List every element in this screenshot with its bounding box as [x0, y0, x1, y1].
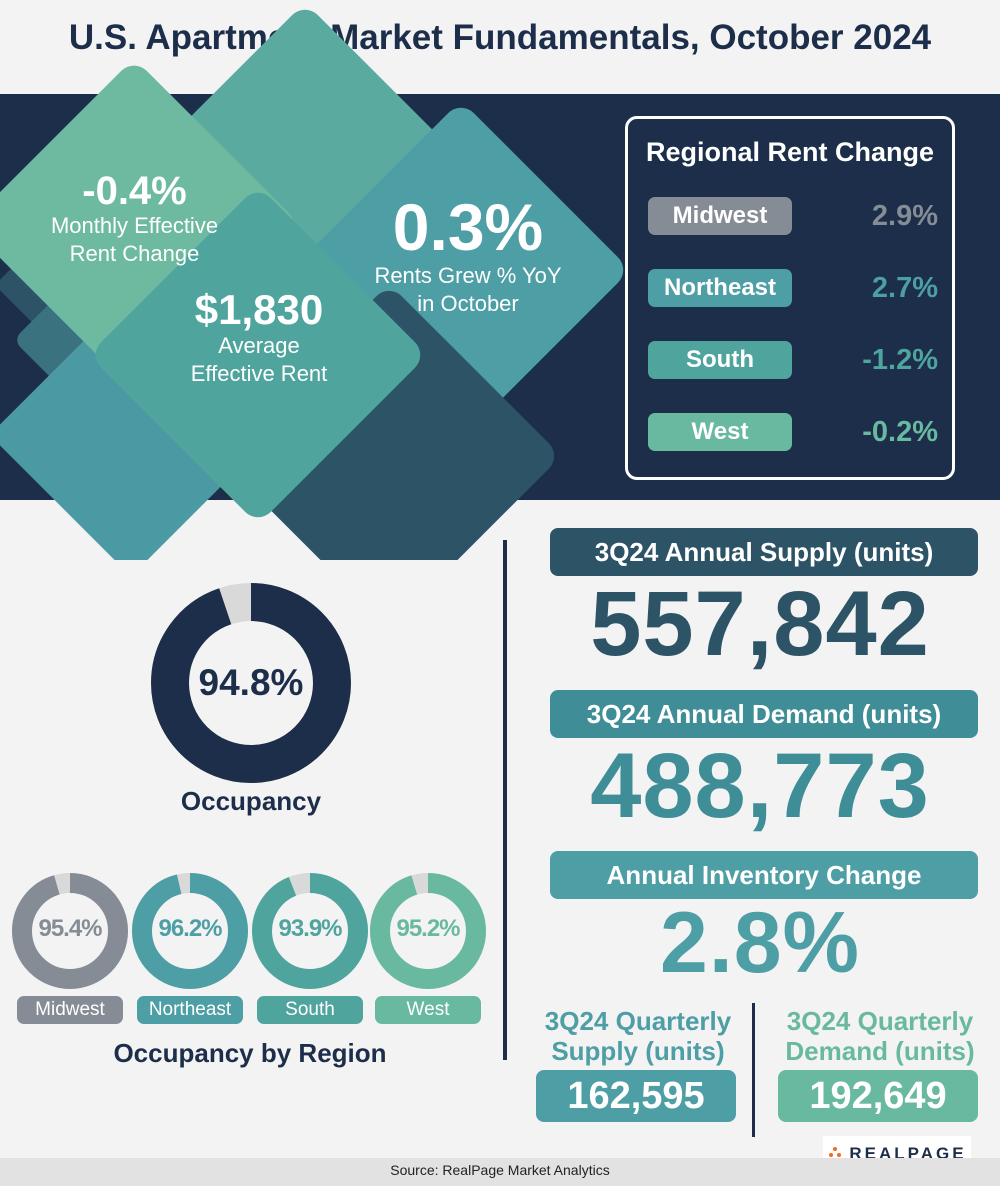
yoy-growth-value: 0.3%	[392, 190, 544, 264]
monthly-change-value: -0.4%	[82, 169, 187, 213]
region-value-south: -1.2%	[862, 344, 938, 376]
annual-supply-value: 557,842	[590, 573, 930, 675]
region-pill-south: South	[648, 341, 792, 379]
quarterly-divider	[752, 1003, 755, 1137]
donut-arc-south	[252, 873, 368, 989]
monthly-change-label-1: Monthly Effective	[50, 213, 219, 238]
occupancy-donut-midwest	[12, 873, 128, 989]
region-value-northeast: 2.7%	[871, 272, 938, 304]
average-rent-label-2: Effective Rent	[190, 361, 328, 386]
quarterly-supply-value: 162,595	[536, 1070, 736, 1122]
average-rent-label-1: Average	[218, 333, 300, 358]
yoy-growth-label-2: in October	[417, 291, 519, 316]
quarterly-demand-label: 3Q24 Quarterly Demand (units)	[762, 1006, 998, 1066]
inventory-change-header: Annual Inventory Change	[550, 851, 978, 899]
occupancy-label: Occupancy	[180, 786, 322, 816]
quarterly-supply-label: 3Q24 Quarterly Supply (units)	[520, 1006, 756, 1066]
quarterly-supply-label-1: 3Q24 Quarterly	[544, 1006, 732, 1036]
yoy-growth-stat: 0.3% Rents Grew % YoY in October	[353, 192, 583, 318]
page-title: U.S. Apartment Market Fundamentals, Octo…	[68, 18, 932, 57]
region-pill-northeast: Northeast	[648, 269, 792, 307]
column-divider	[503, 540, 507, 1060]
monthly-change-label-2: Rent Change	[69, 241, 200, 266]
regional-rent-panel: Regional Rent Change Midwest 2.9% Northe…	[625, 116, 955, 480]
occupancy-value-northeast: 96.2%	[158, 915, 222, 942]
region-pill-midwest: Midwest	[648, 197, 792, 235]
average-rent-value: $1,830	[194, 286, 324, 333]
monthly-change-stat: -0.4% Monthly Effective Rent Change	[22, 170, 247, 268]
occupancy-pill-west: West	[375, 996, 481, 1024]
quarterly-demand-label-2: Demand (units)	[785, 1036, 975, 1066]
region-value-west: -0.2%	[862, 416, 938, 448]
donut-arc-midwest	[12, 873, 128, 989]
occupancy-value-midwest: 95.4%	[38, 915, 102, 942]
occupancy-by-region-title: Occupancy by Region	[113, 1038, 387, 1068]
regional-rent-title: Regional Rent Change	[645, 137, 935, 167]
donut-arc-west	[370, 873, 486, 989]
regional-row-midwest: Midwest 2.9%	[648, 197, 938, 235]
quarterly-demand-label-1: 3Q24 Quarterly	[786, 1006, 974, 1036]
occupancy-donut	[151, 583, 351, 783]
donut-arc-northeast	[132, 873, 248, 989]
occupancy-pill-northeast: Northeast	[137, 996, 243, 1024]
regional-row-south: South -1.2%	[648, 341, 938, 379]
regional-row-northeast: Northeast 2.7%	[648, 269, 938, 307]
occupancy-donut-northeast	[132, 873, 248, 989]
quarterly-demand-value: 192,649	[778, 1070, 978, 1122]
yoy-growth-label-1: Rents Grew % YoY	[374, 263, 562, 288]
occupancy-donut-south	[252, 873, 368, 989]
annual-supply-header: 3Q24 Annual Supply (units)	[550, 528, 978, 576]
occupancy-value: 94.8%	[198, 662, 304, 703]
region-value-midwest: 2.9%	[871, 200, 938, 232]
inventory-change-value: 2.8%	[659, 895, 861, 991]
average-rent-stat: $1,830 Average Effective Rent	[148, 288, 370, 388]
source-footer: Source: RealPage Market Analytics	[0, 1158, 1000, 1186]
occupancy-pill-midwest: Midwest	[17, 996, 123, 1024]
occupancy-value-south: 93.9%	[278, 915, 342, 942]
occupancy-donut-west	[370, 873, 486, 989]
region-pill-west: West	[648, 413, 792, 451]
regional-row-west: West -0.2%	[648, 413, 938, 451]
annual-demand-header: 3Q24 Annual Demand (units)	[550, 690, 978, 738]
occupancy-donut-arc	[151, 583, 351, 783]
occupancy-value-west: 95.2%	[396, 915, 460, 942]
annual-demand-value: 488,773	[590, 735, 930, 837]
quarterly-supply-label-2: Supply (units)	[551, 1036, 725, 1066]
occupancy-pill-south: South	[257, 996, 363, 1024]
